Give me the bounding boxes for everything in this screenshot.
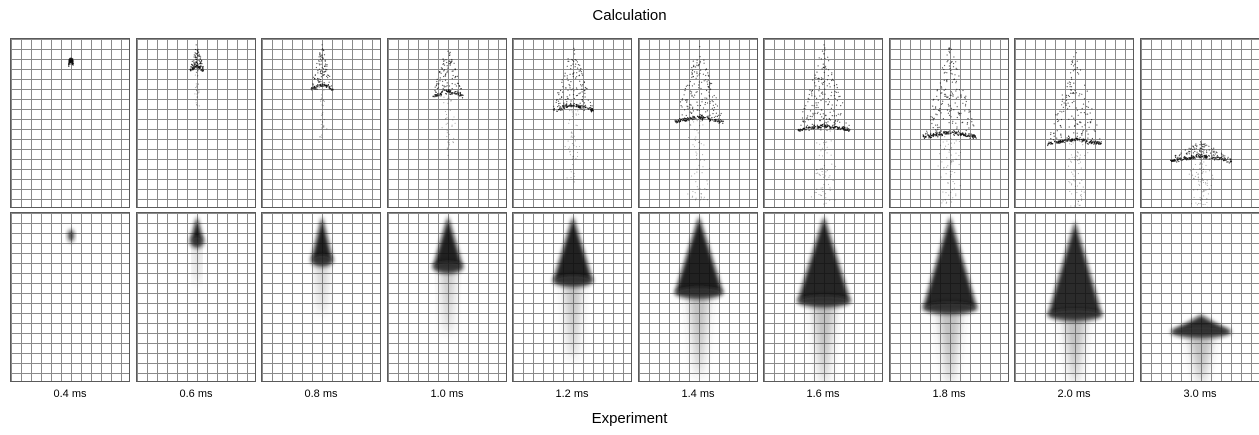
experiment-spray (553, 216, 593, 281)
experiment-front (433, 261, 463, 274)
calculation-panel (387, 38, 507, 208)
calculation-spray (1169, 141, 1233, 207)
experiment-panel (638, 212, 758, 382)
experiment-spray (797, 216, 851, 302)
experiment-panel (387, 212, 507, 382)
grid-lines (262, 39, 380, 207)
experiment-wake (1187, 332, 1215, 381)
experiment-panel (1140, 212, 1259, 382)
experiment-panel (261, 212, 381, 382)
experiment-panel (136, 212, 256, 382)
experiment-wake (937, 308, 963, 381)
calculation-panel (512, 38, 632, 208)
calculation-spray (797, 44, 851, 205)
experiment-spray (190, 216, 204, 242)
calculation-panel (261, 38, 381, 208)
calculation-spray (189, 44, 205, 107)
experiment-panel (889, 212, 1009, 382)
calculation-spray (552, 47, 594, 183)
time-label: 1.2 ms (555, 388, 589, 400)
grid-lines (11, 213, 129, 381)
grid-lines (388, 39, 506, 207)
experiment-spray (1048, 221, 1102, 315)
grid-lines (11, 39, 129, 207)
time-label: 0.4 ms (53, 388, 87, 400)
experiment-panel (10, 212, 130, 382)
time-label: 2.0 ms (1057, 388, 1091, 400)
grid-lines (513, 39, 631, 207)
experiment-spray (311, 216, 333, 261)
grid-lines (1141, 39, 1259, 207)
experiment-panel (763, 212, 883, 382)
experiment-spray (923, 216, 977, 309)
experiment-front (68, 229, 74, 242)
calculation-panel (10, 38, 130, 208)
experiment-front (553, 275, 593, 287)
time-label: 1.0 ms (430, 388, 464, 400)
calculation-panel (1140, 38, 1259, 208)
calculation-title: Calculation (592, 7, 667, 24)
experiment-panel (512, 212, 632, 382)
experiment-front (675, 286, 723, 299)
experiment-wake (812, 301, 836, 381)
calculation-spray (1047, 52, 1102, 207)
calculation-panel (1014, 38, 1134, 208)
calculation-spray (922, 47, 977, 207)
calculation-spray (674, 46, 725, 201)
calculation-panel (136, 38, 256, 208)
time-label: 0.8 ms (304, 388, 338, 400)
grid-lines (1015, 39, 1133, 207)
time-label: 0.6 ms (179, 388, 213, 400)
experiment-front (190, 235, 204, 248)
experiment-wake (1062, 315, 1088, 381)
experiment-spray (433, 216, 463, 268)
calculation-spray (310, 44, 334, 138)
experiment-wake (194, 241, 200, 281)
experiment-spray (675, 216, 723, 293)
experiment-panel (1014, 212, 1134, 382)
calculation-spray (68, 57, 75, 68)
time-label: 1.6 ms (806, 388, 840, 400)
experiment-wake (317, 260, 327, 312)
experiment-wake (441, 267, 455, 332)
experiment-wake (688, 292, 710, 375)
experiment-front (923, 302, 977, 315)
grid-lines (137, 39, 255, 207)
time-label: 3.0 ms (1183, 388, 1217, 400)
calculation-panel (763, 38, 883, 208)
grid-lines (890, 39, 1008, 207)
experiment-wake (564, 281, 582, 358)
experiment-front (311, 254, 333, 267)
experiment-front (1048, 309, 1102, 321)
calculation-panel (889, 38, 1009, 208)
experiment-title: Experiment (591, 410, 668, 427)
calculation-spray (432, 50, 464, 156)
calculation-panel (638, 38, 758, 208)
experiment-front (797, 295, 851, 308)
time-label: 1.8 ms (932, 388, 966, 400)
time-label: 1.4 ms (681, 388, 715, 400)
experiment-front (1171, 326, 1231, 338)
grid-lines (639, 39, 757, 207)
